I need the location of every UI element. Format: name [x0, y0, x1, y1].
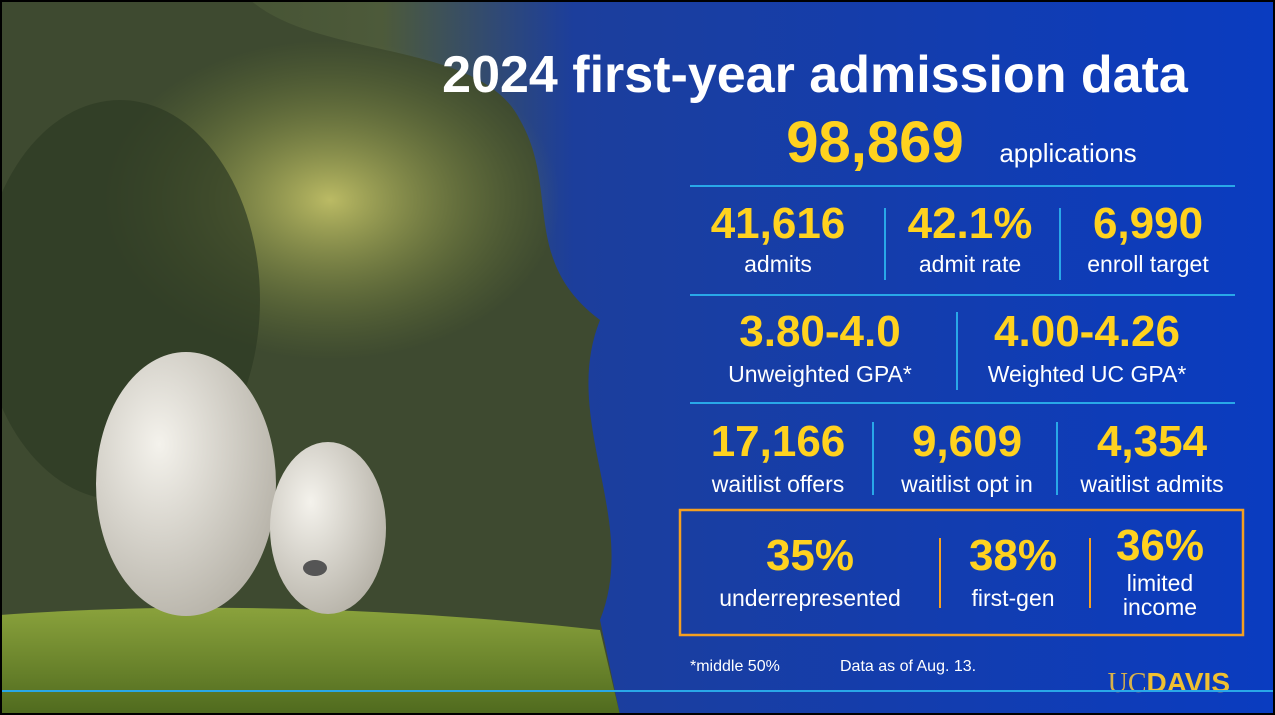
stat-label: waitlist offers [711, 471, 845, 497]
stat-label: enroll target [1087, 251, 1209, 277]
diversity-label: underrepresented [719, 585, 901, 611]
stat-value: 17,166 [711, 417, 846, 466]
stat-value: 6,990 [1093, 199, 1203, 248]
diversity-value: 38% [969, 531, 1057, 580]
logo-uc: UC [1108, 668, 1147, 699]
stat-label: admit rate [919, 251, 1021, 277]
stat-value: 9,609 [912, 417, 1022, 466]
diversity-value: 35% [766, 531, 854, 580]
stat-value: 4,354 [1097, 417, 1208, 466]
infographic: 2024 first-year admission data 98,869 ap… [0, 0, 1275, 715]
stat-label: admits [744, 251, 812, 277]
diversity-value: 36% [1116, 521, 1204, 570]
stat-value: 4.00-4.26 [994, 307, 1180, 356]
egg-sculpture [96, 352, 276, 616]
diversity-label: income [1123, 594, 1197, 620]
stat-value: 42.1% [908, 199, 1033, 248]
stat-label: waitlist opt in [900, 471, 1033, 497]
grass [0, 608, 620, 715]
stat-value: 3.80-4.0 [739, 307, 900, 356]
applications-label: applications [999, 138, 1136, 168]
diversity-label: limited [1127, 570, 1193, 596]
face-sculpture [270, 442, 386, 614]
stat-label: waitlist admits [1079, 471, 1223, 497]
footnote: Data as of Aug. 13. [840, 658, 976, 675]
title: 2024 first-year admission data [442, 46, 1189, 104]
logo: UCDAVIS [1108, 667, 1230, 699]
logo-davis: DAVIS [1147, 667, 1231, 698]
stat-value: 41,616 [711, 199, 846, 248]
applications-value: 98,869 [786, 110, 963, 175]
face-mouth [303, 560, 327, 576]
stat-label: Unweighted GPA* [728, 361, 912, 387]
footnote: *middle 50% [690, 658, 780, 675]
stat-label: Weighted UC GPA* [988, 361, 1187, 387]
diversity-label: first-gen [971, 585, 1054, 611]
